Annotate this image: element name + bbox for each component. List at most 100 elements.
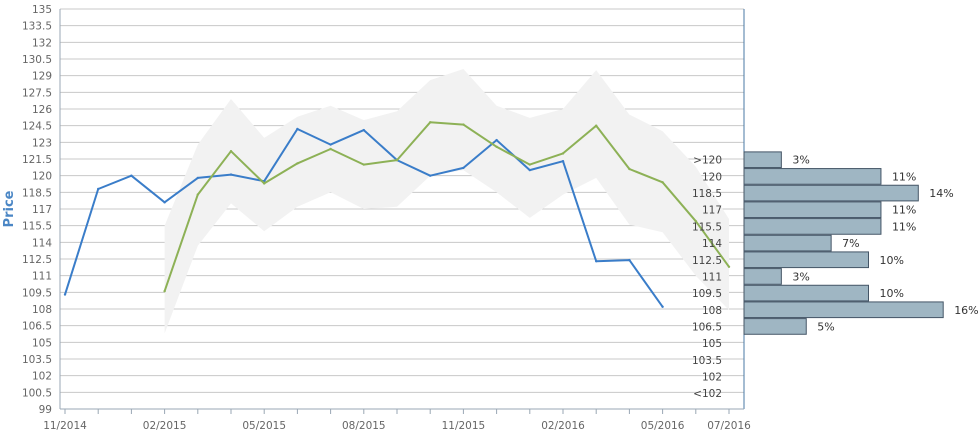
distribution-bucket-label: 120 bbox=[702, 171, 722, 183]
distribution-bucket-label: 108 bbox=[702, 305, 722, 317]
forecast-point bbox=[296, 162, 299, 165]
actual-point bbox=[429, 174, 432, 177]
price-lines bbox=[63, 121, 731, 308]
y-tick-label: 129 bbox=[32, 71, 52, 83]
actual-point bbox=[462, 166, 465, 170]
forecast-point bbox=[196, 193, 199, 196]
y-tick-label: 111 bbox=[32, 271, 52, 283]
distribution-bucket-label: <102 bbox=[693, 388, 722, 400]
actual-point bbox=[595, 260, 598, 263]
forecast-point bbox=[229, 150, 233, 153]
forecast-point bbox=[661, 181, 664, 184]
distribution-percent-label: 3% bbox=[792, 270, 809, 283]
distribution-bucket-label: 118.5 bbox=[692, 188, 722, 200]
distribution-percent-label: 11% bbox=[892, 204, 916, 217]
y-tick-label: 102 bbox=[32, 371, 52, 383]
actual-point bbox=[362, 128, 365, 132]
x-tick-label: 08/2015 bbox=[342, 420, 386, 432]
distribution-percent-label: 14% bbox=[929, 187, 953, 200]
forecast-point bbox=[329, 147, 332, 151]
forecast-range-area bbox=[164, 69, 730, 334]
actual-point bbox=[296, 127, 299, 131]
distribution-bucket-label: 117 bbox=[702, 205, 722, 217]
x-tick-labels: 11/2014 02/2015 05/2015 08/2015 11/2015 02/20… bbox=[43, 420, 751, 432]
distribution-bar bbox=[743, 268, 782, 285]
forecast-point bbox=[263, 182, 266, 185]
x-tick-label: 11/2015 bbox=[442, 420, 486, 432]
forecast-point bbox=[528, 163, 531, 166]
distribution-bucket-label: 115.5 bbox=[692, 221, 722, 233]
forecast-range-band bbox=[164, 69, 730, 334]
y-tick-label: 99 bbox=[39, 404, 52, 416]
distribution-bar bbox=[743, 151, 782, 169]
forecast-point bbox=[495, 145, 498, 148]
actual-point bbox=[561, 160, 565, 163]
actual-point bbox=[628, 258, 631, 262]
distribution-percent-label: 3% bbox=[792, 154, 809, 167]
forecast-point bbox=[362, 163, 365, 166]
forecast-point bbox=[462, 123, 465, 126]
distribution-percent-label: 5% bbox=[817, 320, 834, 333]
x-tick-label: 02/2016 bbox=[541, 420, 585, 432]
y-tick-labels: 135 133.5 132 130.5 129 127.5 126 124.5 123 121.5… bbox=[22, 4, 52, 416]
actual-point bbox=[528, 168, 531, 172]
distribution-bucket-label: 112.5 bbox=[692, 255, 722, 267]
y-axis-label: Price bbox=[2, 190, 17, 227]
y-tick-label: 124.5 bbox=[22, 121, 52, 133]
distribution-bar bbox=[743, 201, 882, 219]
y-tick-label: 118.5 bbox=[22, 187, 52, 199]
actual-point bbox=[329, 143, 332, 146]
forecast-point bbox=[561, 152, 565, 155]
actual-point bbox=[196, 176, 199, 180]
actual-point bbox=[163, 201, 166, 204]
x-tick-label: 11/2014 bbox=[43, 420, 87, 432]
forecast-price-line bbox=[163, 121, 730, 292]
forecast-point bbox=[595, 124, 598, 127]
distribution-bar bbox=[743, 184, 919, 202]
distribution-bar bbox=[743, 234, 832, 252]
y-tick-label: 112.5 bbox=[22, 254, 52, 266]
distribution-percent-label: 10% bbox=[880, 287, 904, 300]
y-tick-label: 106.5 bbox=[22, 321, 52, 333]
y-tick-label: 126 bbox=[32, 104, 52, 116]
forecast-point bbox=[628, 167, 631, 171]
actual-point bbox=[661, 305, 664, 308]
actual-point bbox=[63, 293, 67, 296]
actual-point bbox=[229, 173, 233, 176]
y-tick-label: 123 bbox=[32, 137, 52, 149]
distribution-bucket-label: >120 bbox=[693, 155, 722, 167]
distribution-bucket-label: 106.5 bbox=[692, 321, 722, 333]
y-tick-label: 135 bbox=[32, 4, 52, 16]
distribution-bar bbox=[743, 318, 807, 335]
forecast-point bbox=[727, 265, 731, 268]
x-tick-label: 02/2015 bbox=[143, 420, 187, 432]
forecast-point bbox=[163, 290, 166, 293]
distribution-bucket-label: 102 bbox=[702, 371, 722, 383]
distribution-bar bbox=[743, 218, 882, 235]
distribution-bucket-label: 114 bbox=[702, 238, 722, 250]
x-tick-label: 05/2016 bbox=[641, 420, 685, 432]
distribution-percent-label: 11% bbox=[892, 170, 916, 183]
forecast-point bbox=[395, 158, 399, 162]
y-tick-label: 100.5 bbox=[22, 387, 52, 399]
distribution-bars: <102 102 103.5 105 106.5 5% 108 16% 109.5 10% 111 3… bbox=[692, 151, 979, 400]
distribution-percent-label: 16% bbox=[954, 304, 978, 317]
x-tick-label: 05/2015 bbox=[242, 420, 286, 432]
y-tick-label: 120 bbox=[32, 171, 52, 183]
distribution-percent-label: 10% bbox=[880, 254, 904, 267]
actual-point bbox=[97, 187, 100, 191]
y-tick-label: 130.5 bbox=[22, 54, 52, 66]
distribution-percent-label: 11% bbox=[892, 220, 916, 233]
distribution-bar bbox=[743, 301, 944, 319]
forecast-point bbox=[694, 220, 697, 223]
actual-point bbox=[130, 174, 133, 177]
distribution-percent-label: 7% bbox=[842, 237, 859, 250]
y-tick-label: 133.5 bbox=[22, 21, 52, 33]
distribution-bar bbox=[743, 284, 869, 302]
y-tick-label: 103.5 bbox=[22, 354, 52, 366]
y-tick-label: 114 bbox=[32, 237, 52, 249]
distribution-bucket-label: 109.5 bbox=[692, 288, 722, 300]
distribution-bar bbox=[743, 251, 869, 269]
actual-point bbox=[495, 138, 498, 142]
